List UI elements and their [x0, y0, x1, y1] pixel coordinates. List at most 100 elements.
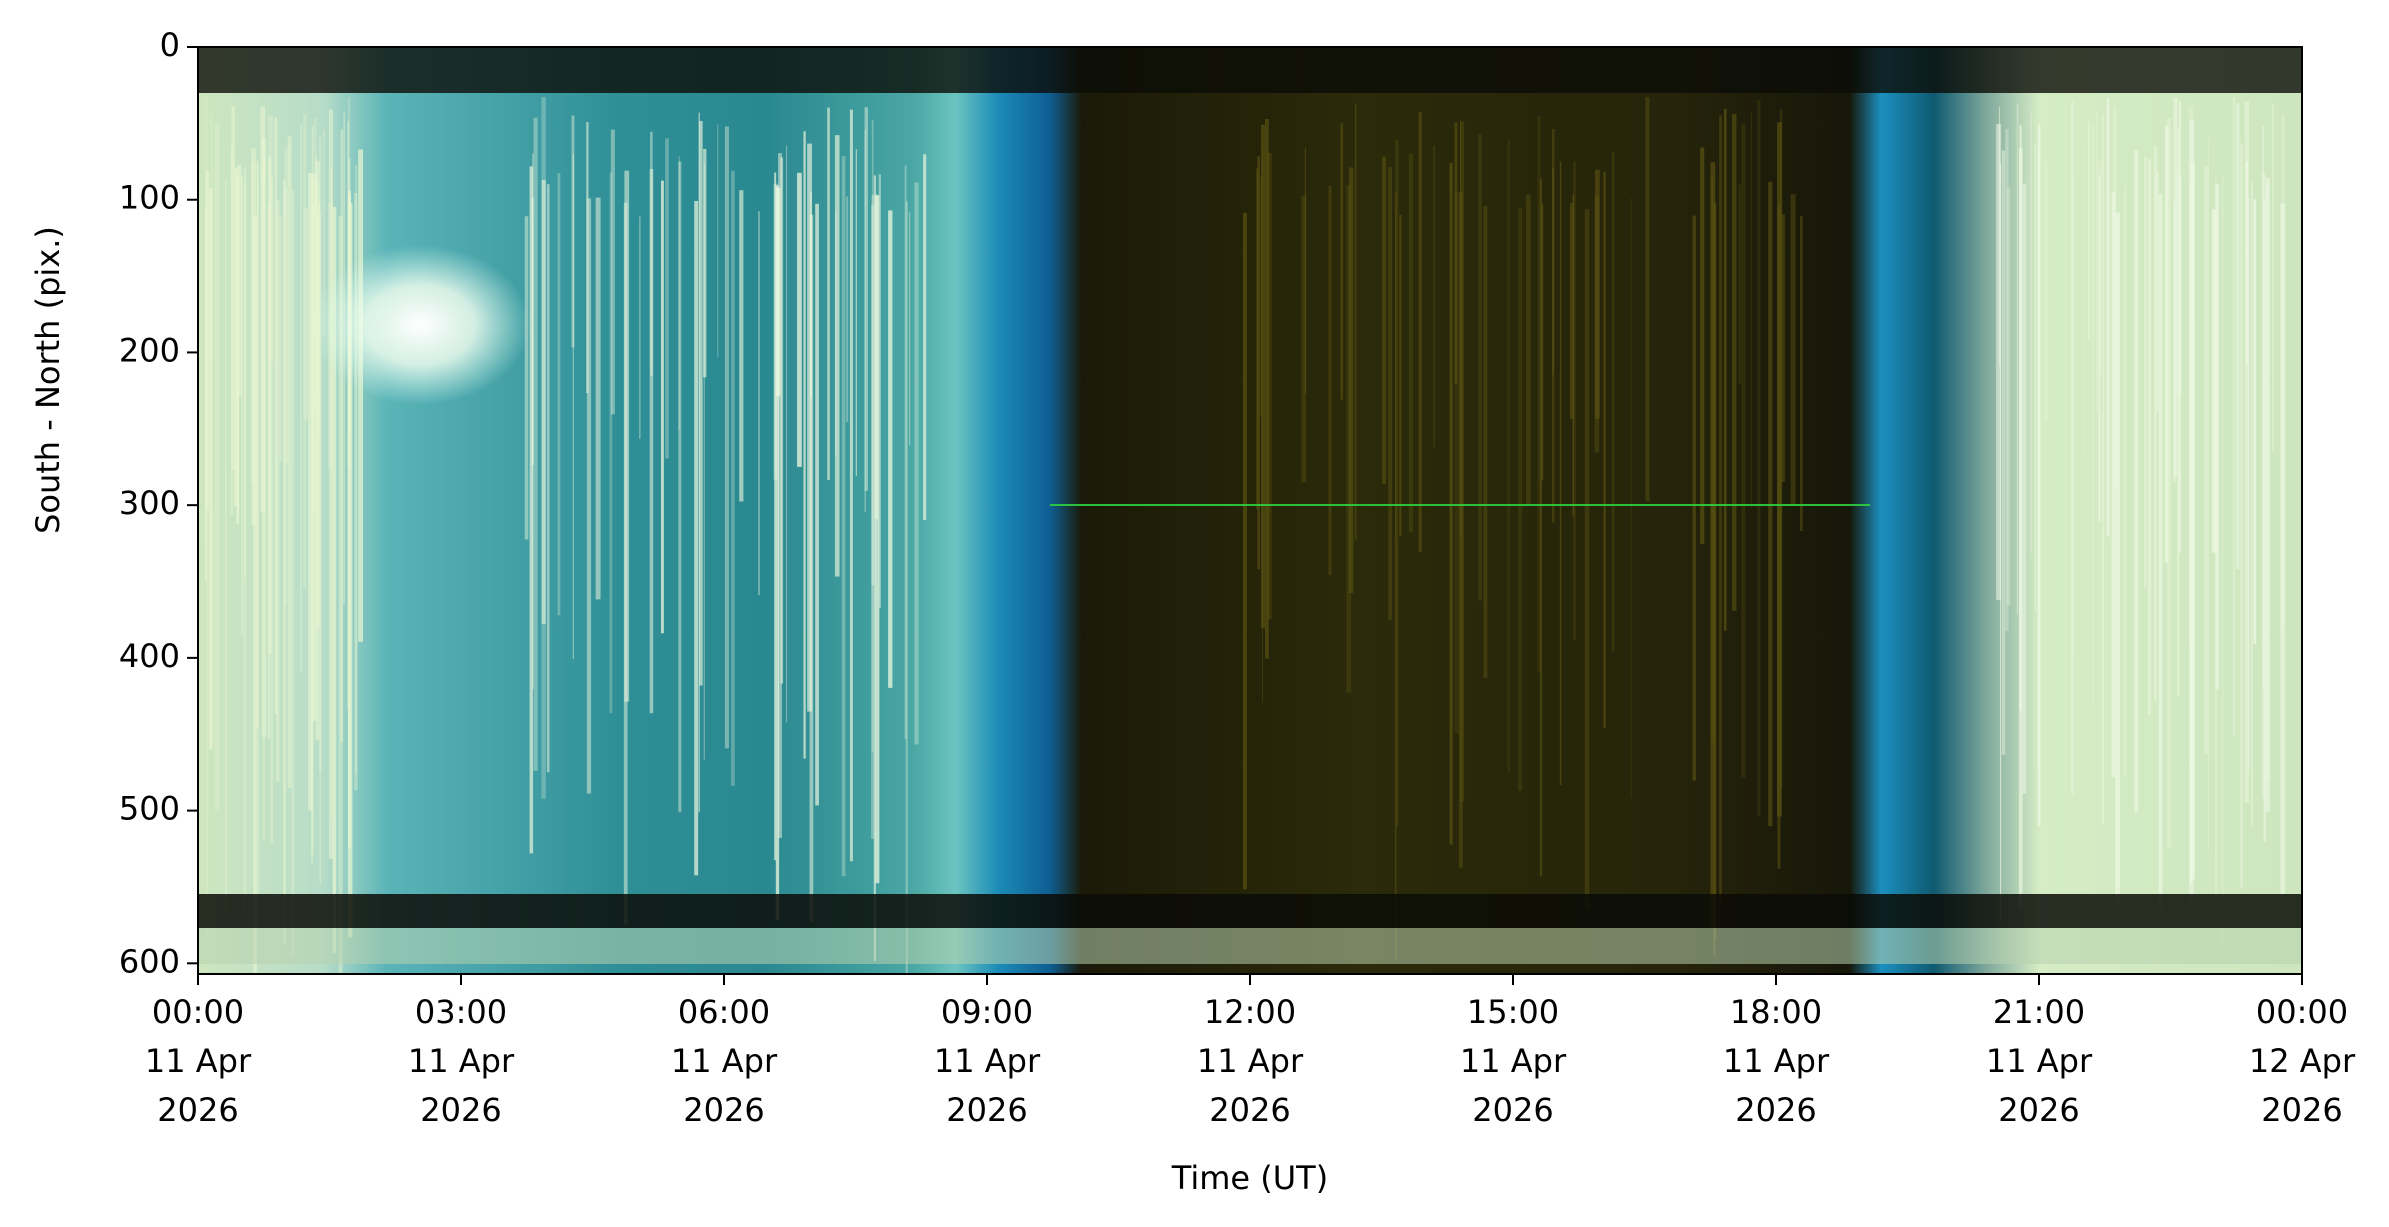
streak [208, 188, 213, 750]
x-tick-label: 03:00 11 Apr 2026 [408, 993, 515, 1129]
streak [529, 166, 534, 854]
y-tick-label: 100 [119, 179, 180, 217]
streak [803, 131, 806, 759]
streak [251, 162, 256, 484]
streak [2111, 191, 2116, 778]
streak [1348, 167, 1354, 594]
x-tick-label-line: 12 Apr [2249, 1042, 2356, 1080]
streak [731, 170, 735, 786]
streak [1478, 133, 1482, 601]
streak [1257, 156, 1260, 570]
streak [2098, 175, 2101, 523]
streak [1572, 194, 1575, 517]
streak [283, 179, 286, 944]
streak [533, 117, 538, 771]
streak [1433, 145, 1435, 448]
streak [2232, 97, 2236, 737]
streak [2154, 145, 2157, 701]
streak [1738, 184, 1742, 385]
x-tick-label-line: 11 Apr [1197, 1042, 1304, 1080]
streak [2134, 150, 2139, 813]
streak [2247, 198, 2250, 770]
x-tick-label-line: 11 Apr [1723, 1042, 1830, 1080]
streak [2034, 143, 2037, 612]
streak [1584, 208, 1590, 909]
x-tick-label: 18:00 11 Apr 2026 [1723, 993, 1830, 1129]
streak [724, 126, 729, 749]
x-tick-label: 15:00 11 Apr 2026 [1460, 993, 1567, 1129]
streak [210, 113, 213, 362]
streak [2189, 185, 2193, 885]
streak [775, 185, 780, 920]
streak [855, 149, 857, 477]
streak [610, 129, 615, 415]
streak [624, 170, 630, 702]
streak [1399, 214, 1402, 537]
x-tick-label: 09:00 11 Apr 2026 [934, 993, 1041, 1129]
streak [338, 216, 343, 974]
streak [875, 195, 880, 884]
streak [1750, 113, 1753, 508]
streak [2280, 203, 2286, 895]
x-tick-label-line: 2026 [157, 1091, 238, 1129]
streak [914, 182, 919, 745]
x-tick-label-line: 2026 [946, 1091, 1027, 1129]
y-tick-label: 300 [119, 484, 180, 522]
x-tick-label-line: 11 Apr [1460, 1042, 1567, 1080]
streak [846, 196, 849, 422]
streak [2178, 101, 2181, 554]
streak [313, 118, 317, 389]
streak [1768, 181, 1773, 827]
streak [923, 154, 927, 521]
y-tick-label: 0 [160, 26, 180, 64]
streak [904, 165, 907, 739]
y-tick-label: 400 [119, 637, 180, 675]
streak [1559, 161, 1562, 785]
x-tick-label-line: 12:00 [1204, 993, 1296, 1031]
streak [1355, 103, 1357, 540]
streak [270, 177, 274, 843]
streak [873, 175, 876, 962]
streak [586, 122, 589, 394]
streak [835, 211, 837, 456]
x-tick-label-line: 03:00 [415, 993, 507, 1031]
streak [864, 129, 866, 512]
streak [1551, 128, 1555, 523]
streak [2045, 160, 2047, 422]
streak [809, 214, 814, 923]
streak [1483, 206, 1488, 678]
streak [243, 184, 247, 914]
streak [546, 184, 550, 773]
streak [1517, 207, 1523, 791]
streak [649, 169, 654, 714]
streak [2096, 110, 2098, 414]
streak [849, 109, 853, 862]
streak [1340, 123, 1343, 400]
streak [1781, 214, 1785, 483]
streak [2092, 121, 2094, 705]
streak [888, 210, 893, 688]
x-tick-label-line: 2026 [1998, 1091, 2079, 1129]
streak [2204, 165, 2209, 754]
streak [231, 106, 236, 471]
streak [1264, 119, 1269, 659]
streak [2006, 187, 2011, 606]
streak [275, 200, 280, 782]
streak [1395, 192, 1397, 962]
streak [776, 187, 781, 397]
streak [2030, 111, 2032, 554]
streak [2147, 158, 2152, 715]
streak [312, 204, 315, 509]
x-tick-label: 21:00 11 Apr 2026 [1986, 993, 2093, 1129]
streak [1408, 153, 1414, 533]
streak [319, 211, 322, 884]
streak [1301, 195, 1307, 483]
streak [2211, 209, 2217, 553]
streak [1259, 176, 1263, 417]
y-axis-label: South - North (pix.) [29, 226, 67, 534]
streak [2272, 104, 2274, 451]
x-tick-label-line: 00:00 [2256, 993, 2348, 1031]
streak [1572, 161, 1577, 640]
x-tick-label-line: 15:00 [1467, 993, 1559, 1031]
streak [871, 204, 875, 839]
